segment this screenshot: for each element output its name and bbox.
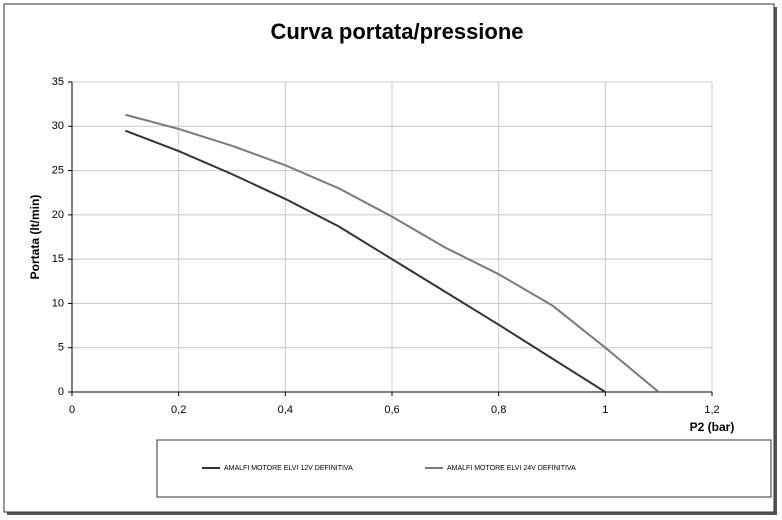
series-line xyxy=(124,129,606,393)
y-tick-label: 30 xyxy=(52,120,64,132)
y-tick-label: 5 xyxy=(58,342,64,354)
legend-label: AMALFI MOTORE ELVI 12V DEFINITIVA xyxy=(224,465,353,472)
legend-label: AMALFI MOTORE ELVI 24V DEFINITIVA xyxy=(447,465,576,472)
chart-title: Curva portata/pressione xyxy=(270,19,523,44)
x-axis-label: P2 (bar) xyxy=(690,420,735,434)
y-tick-label: 20 xyxy=(52,209,64,221)
y-tick-label: 0 xyxy=(58,386,64,398)
x-tick-label: 0,6 xyxy=(384,404,399,416)
x-tick-label: 0,8 xyxy=(491,404,506,416)
x-tick-label: 1 xyxy=(602,404,608,416)
y-tick-label: 25 xyxy=(52,164,64,176)
y-tick-label: 35 xyxy=(52,76,64,88)
x-tick-label: 0 xyxy=(69,404,75,416)
legend xyxy=(156,439,772,498)
x-tick-label: 0,2 xyxy=(171,404,186,416)
series-line xyxy=(125,113,660,393)
y-axis-label: Portata (lt/min) xyxy=(28,195,42,280)
y-tick-label: 15 xyxy=(52,253,64,265)
y-tick-label: 10 xyxy=(52,297,64,309)
x-tick-label: 1,2 xyxy=(704,404,719,416)
x-tick-label: 0,4 xyxy=(278,404,293,416)
